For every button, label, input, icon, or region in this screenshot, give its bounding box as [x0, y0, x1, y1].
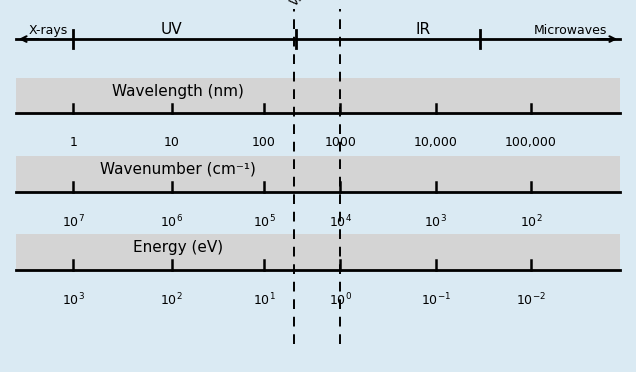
Text: 1000: 1000 [324, 136, 356, 149]
Text: $10^{1}$: $10^{1}$ [252, 292, 275, 309]
Text: $10^{4}$: $10^{4}$ [329, 214, 352, 231]
Bar [16, 156, 620, 193]
Text: 100,000: 100,000 [505, 136, 557, 149]
Text: 10,000: 10,000 [414, 136, 457, 149]
Text: UV: UV [161, 22, 183, 37]
Bar [16, 234, 620, 272]
Text: $10^{6}$: $10^{6}$ [160, 214, 183, 231]
Text: $10^{3}$: $10^{3}$ [62, 292, 85, 309]
Bar [16, 78, 620, 115]
Text: Energy (eV): Energy (eV) [133, 240, 223, 255]
Text: Wavenumber (cm⁻¹): Wavenumber (cm⁻¹) [100, 162, 256, 177]
Text: $10^{5}$: $10^{5}$ [252, 214, 275, 231]
Text: Visible: Visible [288, 0, 326, 9]
Text: $10^{0}$: $10^{0}$ [329, 292, 352, 309]
Text: $10^{3}$: $10^{3}$ [424, 214, 447, 231]
Text: X-rays: X-rays [29, 24, 68, 37]
Text: 10: 10 [164, 136, 179, 149]
Text: $10^{-1}$: $10^{-1}$ [420, 292, 451, 309]
Text: Microwaves: Microwaves [534, 24, 607, 37]
Text: $10^{2}$: $10^{2}$ [520, 214, 543, 231]
Text: $10^{7}$: $10^{7}$ [62, 214, 85, 231]
Text: Wavelength (nm): Wavelength (nm) [112, 84, 244, 99]
Text: 100: 100 [252, 136, 276, 149]
Text: $10^{2}$: $10^{2}$ [160, 292, 183, 309]
Text: $10^{-2}$: $10^{-2}$ [516, 292, 546, 309]
Text: 1: 1 [69, 136, 77, 149]
Text: IR: IR [415, 22, 431, 37]
